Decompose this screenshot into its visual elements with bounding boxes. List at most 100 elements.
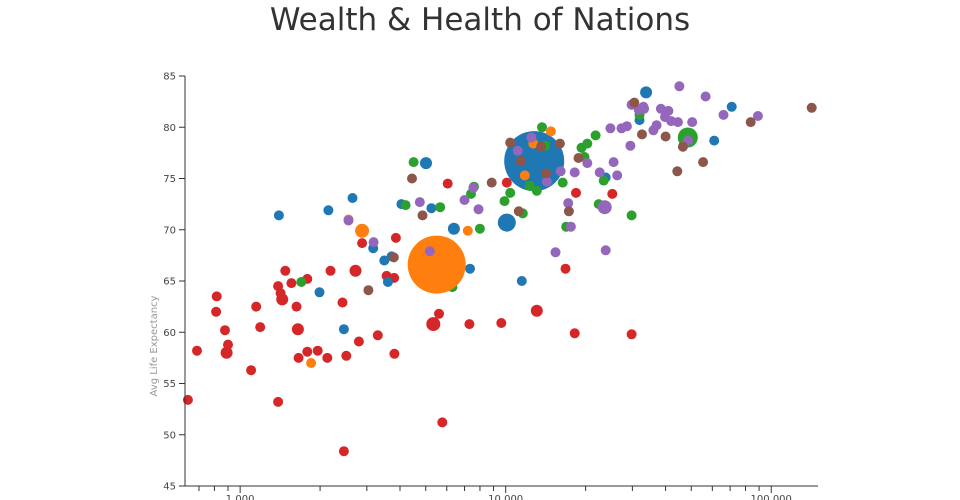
data-point (637, 129, 647, 140)
data-point (417, 210, 428, 221)
data-point (557, 177, 568, 188)
data-point (286, 278, 297, 289)
data-point (569, 328, 580, 339)
data-point (338, 324, 349, 335)
data-point (569, 167, 580, 178)
data-point (357, 238, 368, 249)
x-tick-label: 1,000 (226, 494, 255, 500)
data-point (660, 131, 671, 142)
data-point (314, 287, 325, 298)
data-point (192, 345, 202, 356)
data-point (582, 138, 593, 149)
y-axis-label: Avg Life Expectancy (149, 295, 160, 396)
y-ticks: 45 50 55 60 65 70 75 80 85 (163, 72, 185, 493)
data-point (530, 304, 543, 317)
data-point (550, 247, 561, 258)
axes-layer (184, 76, 818, 487)
data-point (414, 197, 425, 208)
data-point (220, 346, 233, 359)
data-point (347, 193, 358, 203)
data-point (400, 200, 411, 211)
data-point (541, 176, 552, 187)
y-tick-label: 45 (163, 482, 176, 493)
data-point (700, 91, 711, 102)
data-point (501, 177, 512, 188)
y-tick-label: 60 (163, 328, 176, 339)
data-point (255, 322, 266, 333)
data-point (437, 417, 448, 428)
data-point (639, 103, 650, 114)
data-point (519, 170, 530, 181)
data-point (464, 319, 475, 330)
y-tick-label: 70 (163, 225, 176, 236)
data-point (337, 297, 348, 308)
data-point (655, 103, 666, 114)
data-point (545, 126, 556, 137)
x-ticks: 1,000 10,000 100,000 (198, 486, 792, 500)
data-point (338, 446, 349, 457)
x-tick-label: 100,000 (751, 494, 792, 500)
y-tick-label: 50 (163, 430, 176, 441)
data-point (629, 97, 640, 108)
data-point (541, 168, 552, 179)
data-point (474, 223, 485, 234)
data-point (275, 288, 286, 299)
data-point (600, 245, 611, 256)
data-point (626, 329, 637, 340)
data-point (590, 130, 601, 141)
data-point (677, 141, 688, 152)
data-point (468, 182, 479, 193)
data-point (382, 277, 393, 287)
data-point (607, 188, 618, 199)
data-point (435, 202, 446, 213)
data-point (280, 265, 291, 276)
y-tick-label: 75 (163, 174, 176, 185)
data-point (554, 138, 565, 149)
data-point (687, 117, 698, 128)
data-point (211, 306, 222, 317)
data-point (486, 177, 497, 188)
data-point (355, 223, 370, 238)
data-point (621, 121, 632, 132)
data-point (505, 187, 516, 198)
data-point (353, 336, 364, 347)
data-point (291, 301, 302, 312)
points-layer (182, 81, 817, 457)
data-point (612, 170, 623, 181)
data-point (408, 157, 419, 168)
data-point (389, 348, 400, 359)
data-point (709, 135, 720, 146)
data-point (273, 210, 284, 221)
data-point (420, 157, 432, 170)
data-point (223, 339, 233, 350)
data-point (505, 137, 516, 148)
data-point (459, 195, 470, 205)
y-tick-label: 80 (163, 123, 176, 134)
data-point (434, 308, 444, 319)
data-point (582, 158, 593, 169)
data-point (745, 117, 756, 128)
data-point (341, 350, 352, 361)
data-point (597, 200, 612, 215)
x-tick-label: 10,000 (488, 494, 523, 500)
data-point (560, 263, 571, 274)
data-point (426, 203, 437, 214)
data-point (343, 215, 354, 226)
data-point (323, 205, 334, 216)
data-point (379, 255, 390, 266)
data-point (465, 263, 475, 274)
data-point (296, 277, 307, 287)
data-point (499, 196, 510, 207)
y-tick-label: 85 (163, 72, 176, 83)
data-point (407, 173, 417, 184)
data-point (752, 111, 763, 121)
data-point (496, 318, 507, 328)
data-point (516, 276, 527, 286)
data-point (537, 122, 547, 133)
data-point (565, 221, 576, 232)
data-point (220, 325, 230, 336)
data-point (312, 345, 323, 356)
data-point (640, 86, 653, 99)
data-point (388, 252, 399, 263)
